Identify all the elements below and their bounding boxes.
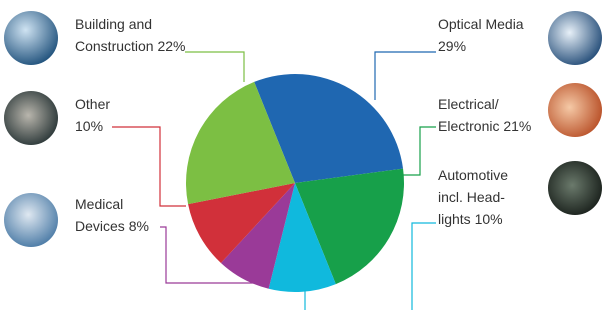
value-label: 21% (503, 118, 531, 134)
slice-label: Optical Media 29% (438, 16, 524, 54)
leader-line (185, 52, 244, 82)
chart: Optical Media 29% Electrical/Electronic 21… (0, 0, 602, 310)
label-line: Medical (75, 196, 123, 212)
slice-label: Medical Devices 8% (75, 196, 149, 234)
value-label: 8% (129, 218, 149, 234)
value-label: 10% (475, 211, 503, 227)
icon (548, 11, 602, 65)
value-label: 22% (157, 38, 185, 54)
icon (548, 161, 602, 215)
label-line: Construction (75, 38, 154, 54)
label-line: Optical Media (438, 16, 524, 32)
icon (4, 11, 58, 65)
slice-label: Other 10% (75, 96, 110, 134)
leader-line (412, 223, 436, 310)
slice-label: Building and Construction 22% (75, 16, 186, 54)
icon (4, 91, 58, 145)
slice-label: Electrical/Electronic 21% (438, 96, 531, 134)
label-line: Other (75, 96, 110, 112)
page: Optical Media 29% Electrical/Electronic 21… (0, 0, 602, 310)
leader-line (375, 52, 436, 100)
leader-line (401, 127, 436, 175)
leader-line (112, 127, 186, 206)
value-label: 10% (75, 118, 103, 134)
label-line: Automotive (438, 167, 508, 183)
label-line: incl. Head- (438, 189, 505, 205)
label-line: Building and (75, 16, 152, 32)
slice-label: Automotive incl. Head-lights 10% (438, 167, 508, 227)
label-line: Electrical/ (438, 96, 499, 112)
value-label: 29% (438, 38, 466, 54)
label-line: Electronic (438, 118, 499, 134)
icon (4, 193, 58, 247)
label-line: Devices (75, 218, 125, 234)
label-line: lights (438, 211, 471, 227)
icon (548, 83, 602, 137)
